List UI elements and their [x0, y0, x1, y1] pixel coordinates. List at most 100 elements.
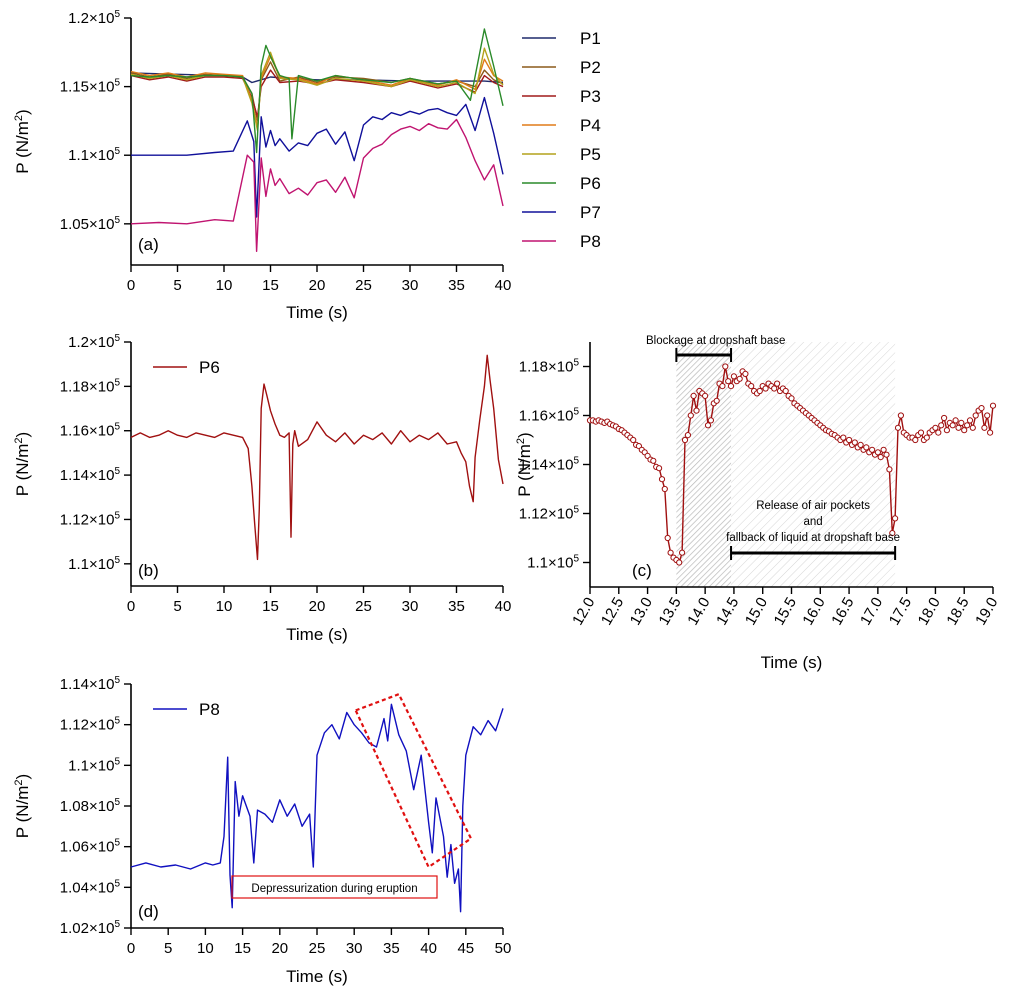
x-tick-label-a: 40	[495, 277, 512, 294]
y-axis-label-b: P (N/m2)	[13, 432, 32, 496]
y-tick-label-b: 1.14×105	[60, 466, 121, 484]
panel-c-chart: 12.0 12.5 13.0 13.5 14.0 14.5 15.0 15.5 16.0 16.5…	[515, 335, 1001, 672]
y-axis-label-d: P (N/m2)	[13, 774, 32, 838]
y-tick-label-c: 1.18×105	[519, 358, 580, 376]
data-point-c	[704, 422, 712, 429]
y-tick-label-d: 1.1×105	[68, 756, 120, 774]
legend-label-P2: P2	[580, 58, 601, 77]
series-line-d-P8	[130, 703, 504, 913]
x-tick-label-d: 0	[127, 940, 135, 957]
x-tick-label-d: 50	[495, 940, 512, 957]
data-point-c	[897, 412, 905, 419]
legend-label-P6: P6	[580, 174, 601, 193]
y-tick-label-b: 1.1×105	[68, 555, 120, 573]
data-point-c	[630, 436, 637, 444]
data-point-c	[782, 387, 789, 395]
x-tick-label-c: 13.0	[627, 595, 656, 629]
series-line-a-P7	[131, 96, 504, 218]
data-point-c	[857, 441, 864, 448]
annotation-release: Release of air pockets	[756, 500, 870, 512]
legend-label-P8: P8	[199, 700, 220, 719]
data-point-c	[742, 370, 749, 377]
legend-label-P7: P7	[580, 203, 601, 222]
y-tick-label-c: 1.16×105	[519, 407, 580, 425]
panel-d-chart: 0 5 10 15 20 25 30 35 40 45 50 1.02×105 1.04×105 1.06…	[13, 675, 511, 986]
annotation-blockage: Blockage at dropshaft base	[646, 335, 785, 347]
x-tick-label-a: 20	[309, 277, 326, 294]
x-axis-label-b: Time (s)	[286, 625, 348, 644]
x-tick-label-c: 12.5	[598, 595, 627, 629]
series-line-a-P5	[130, 47, 504, 132]
data-point-c	[840, 434, 847, 441]
x-tick-label-a: 30	[402, 277, 419, 294]
data-point-c	[912, 436, 919, 444]
data-point-c	[719, 383, 726, 390]
x-tick-label-c: 18.0	[915, 595, 944, 629]
y-tick-label-d: 1.08×105	[60, 797, 121, 815]
x-tick-label-b: 30	[402, 598, 419, 615]
data-point-c	[774, 380, 781, 387]
data-point-c	[658, 476, 666, 483]
data-point-c	[877, 454, 884, 461]
y-axis-label-c: P (N/m2)	[515, 432, 534, 496]
y-tick-label-d: 1.04×105	[60, 878, 121, 896]
data-point-c	[869, 446, 876, 453]
x-tick-label-b: 15	[262, 598, 279, 615]
x-axis-label-d: Time (s)	[286, 967, 348, 986]
legend-label-P5: P5	[580, 145, 601, 164]
x-tick-label-a: 25	[355, 277, 372, 294]
data-point-c	[966, 417, 974, 424]
data-point-c	[943, 427, 951, 434]
shaded-region-c-1	[731, 342, 896, 587]
data-point-c	[687, 412, 694, 419]
data-point-c	[667, 549, 674, 556]
data-point-c	[989, 402, 997, 409]
x-tick-label-c: 19.0	[972, 595, 1001, 629]
data-point-c	[978, 405, 985, 412]
y-tick-label-a: 1.2×105	[68, 9, 120, 27]
panel-label-a: (a)	[138, 235, 159, 254]
data-point-c	[886, 466, 893, 473]
data-point-c	[987, 429, 994, 436]
y-tick-label-a: 1.1×105	[68, 146, 120, 164]
x-tick-label-a: 35	[448, 277, 465, 294]
data-point-c	[883, 451, 890, 458]
y-tick-label-d: 1.06×105	[60, 838, 121, 856]
x-tick-label-a: 10	[216, 277, 233, 294]
annotation-depressurization: Depressurization during eruption	[251, 883, 417, 895]
data-point-c	[955, 424, 962, 431]
panel-a-chart: 0 5 10 15 20 25 30 35 40 1.05×105 1.1×105 1.15×105 1…	[13, 9, 601, 322]
data-point-c	[969, 424, 976, 431]
annotation-fallback: fallback of liquid at dropshaft base	[726, 532, 900, 544]
y-tick-label-d: 1.02×105	[60, 919, 121, 937]
data-point-c	[788, 395, 795, 402]
data-point-c	[952, 417, 959, 424]
x-tick-label-c: 17.0	[857, 595, 886, 629]
data-point-c	[961, 427, 968, 434]
y-tick-label-b: 1.12×105	[60, 510, 121, 528]
x-axis-label-c: Time (s)	[761, 653, 823, 672]
series-line-a-P6	[130, 28, 504, 154]
data-point-c	[681, 436, 689, 444]
data-point-c	[941, 414, 948, 422]
y-axis-label-a: P (N/m2)	[13, 109, 32, 173]
data-point-c	[707, 417, 715, 424]
x-tick-label-a: 5	[173, 277, 181, 294]
annotation-box	[231, 875, 438, 899]
y-tick-label-b: 1.18×105	[60, 377, 121, 395]
y-tick-label-d: 1.12×105	[60, 716, 121, 734]
data-point-c	[972, 412, 979, 419]
data-point-c	[964, 422, 971, 429]
data-point-c	[892, 515, 899, 522]
x-tick-label-c: 16.5	[828, 595, 857, 629]
panel-label-d: (d)	[138, 902, 159, 921]
annotation-and: and	[803, 516, 822, 528]
data-point-c	[664, 534, 671, 542]
data-point-c	[889, 530, 896, 537]
x-tick-label-d: 10	[197, 940, 214, 957]
x-tick-label-d: 40	[420, 940, 437, 957]
data-point-c	[679, 549, 686, 556]
series-line-a-P8	[130, 118, 504, 253]
y-tick-label-b: 1.16×105	[60, 422, 121, 440]
x-tick-label-d: 45	[457, 940, 474, 957]
